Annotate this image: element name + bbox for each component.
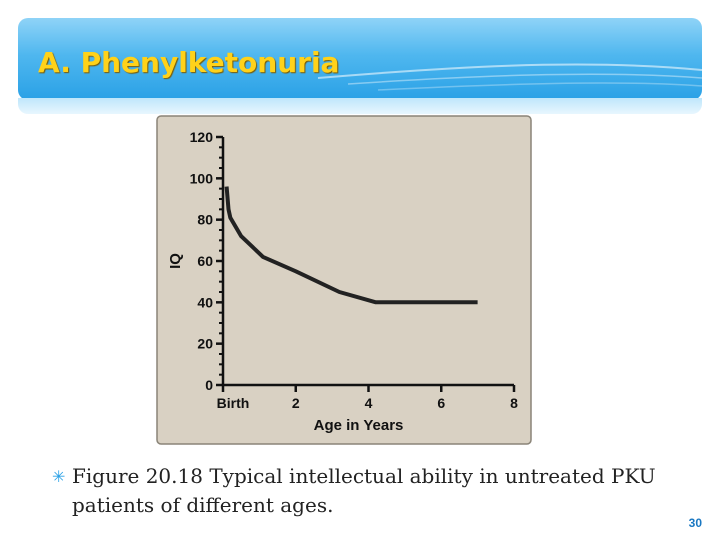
- bullet-icon: ✳: [52, 467, 66, 486]
- iq-chart: 0 20 40 60 80 100 120 Birth 2 4 6 8 Age in Years IQ: [156, 115, 532, 445]
- x-tick-label: 6: [437, 395, 445, 411]
- chart-background: [156, 115, 532, 445]
- y-tick-label: 120: [190, 129, 214, 145]
- slide-title: A. Phenylketonuria: [38, 46, 340, 79]
- x-tick-label: 2: [292, 395, 300, 411]
- page-number: 30: [688, 516, 702, 530]
- y-tick-label: 40: [197, 294, 213, 310]
- banner-swoosh-decoration: [317, 63, 702, 91]
- x-tick-label: 8: [510, 395, 518, 411]
- figure-caption: ✳ Figure 20.18 Typical intellectual abil…: [52, 462, 672, 520]
- y-tick-label: 60: [197, 253, 213, 269]
- x-tick-label: 4: [365, 395, 373, 411]
- y-tick-label: 80: [197, 212, 213, 228]
- y-tick-label: 20: [197, 336, 213, 352]
- y-axis-label: IQ: [167, 253, 184, 269]
- y-tick-label: 100: [190, 170, 214, 186]
- title-banner: [18, 18, 702, 100]
- y-tick-label: 0: [205, 377, 213, 393]
- banner-shadow: [18, 98, 702, 114]
- chart-svg: 0 20 40 60 80 100 120 Birth 2 4 6 8 Age in Years IQ: [156, 115, 532, 445]
- iq-line-series: [224, 186, 478, 305]
- x-tick-label: Birth: [217, 395, 250, 411]
- x-axis-label: Age in Years: [314, 417, 404, 434]
- caption-text: Figure 20.18 Typical intellectual abilit…: [72, 464, 656, 517]
